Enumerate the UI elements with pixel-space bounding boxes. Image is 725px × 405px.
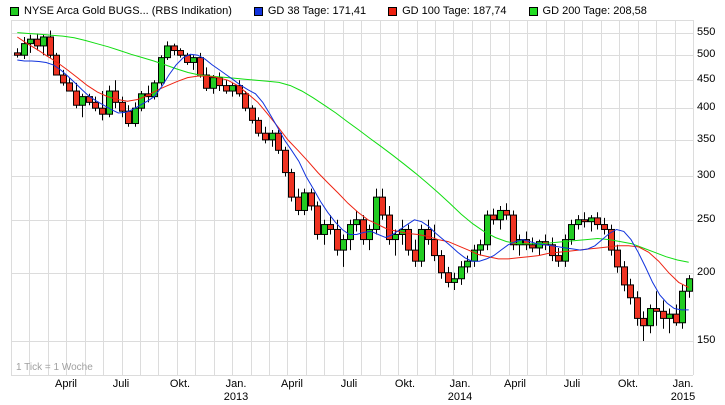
y-tick-label: 500 <box>697 48 716 61</box>
chart-legend: NYSE Arca Gold BUGS... (RBS Indikation) … <box>10 4 669 18</box>
y-tick-label: 150 <box>697 334 716 347</box>
x-tick-label: Juli <box>340 378 358 390</box>
legend-label-gd38: GD 38 Tage: 171,41 <box>267 5 367 17</box>
y-tick-label: 400 <box>697 101 716 114</box>
legend-item-gd200: GD 200 Tage: 208,58 <box>528 5 647 17</box>
x-tick-label: Juli <box>112 378 130 390</box>
x-tick-label: Okt. <box>394 378 416 390</box>
x-tick-label: April <box>54 378 77 390</box>
x-tick-label: April <box>503 378 526 390</box>
legend-label-price: NYSE Arca Gold BUGS... (RBS Indikation) <box>24 5 232 17</box>
x-tick-label: Jan. 2015 <box>670 378 696 403</box>
x-tick-label: April <box>280 378 303 390</box>
y-tick-label: 300 <box>697 169 716 182</box>
legend-label-gd200: GD 200 Tage: 208,58 <box>542 5 647 17</box>
legend-label-gd100: GD 100 Tage: 187,74 <box>402 5 507 17</box>
x-tick-label: Jan. 2013 <box>223 378 249 403</box>
x-tick-label: Juli <box>563 378 581 390</box>
legend-swatch-gd200 <box>528 6 538 16</box>
y-tick-label: 200 <box>697 265 716 278</box>
x-tick-label: Okt. <box>617 378 639 390</box>
y-tick-label: 450 <box>697 73 716 86</box>
x-tick-label: Jan. 2014 <box>447 378 473 403</box>
legend-swatch-gd100 <box>388 6 398 16</box>
legend-item-gd100: GD 100 Tage: 187,74 <box>388 5 507 17</box>
legend-swatch-gd38 <box>253 6 263 16</box>
legend-item-gd38: GD 38 Tage: 171,41 <box>253 5 367 17</box>
legend-item-price: NYSE Arca Gold BUGS... (RBS Indikation) <box>10 5 232 17</box>
y-tick-label: 350 <box>697 132 716 145</box>
legend-swatch-price <box>10 6 19 16</box>
y-tick-label: 250 <box>697 212 716 225</box>
tick-interval-note: 1 Tick = 1 Woche <box>16 362 93 373</box>
x-tick-label: Okt. <box>169 378 191 390</box>
y-tick-label: 550 <box>697 25 716 38</box>
